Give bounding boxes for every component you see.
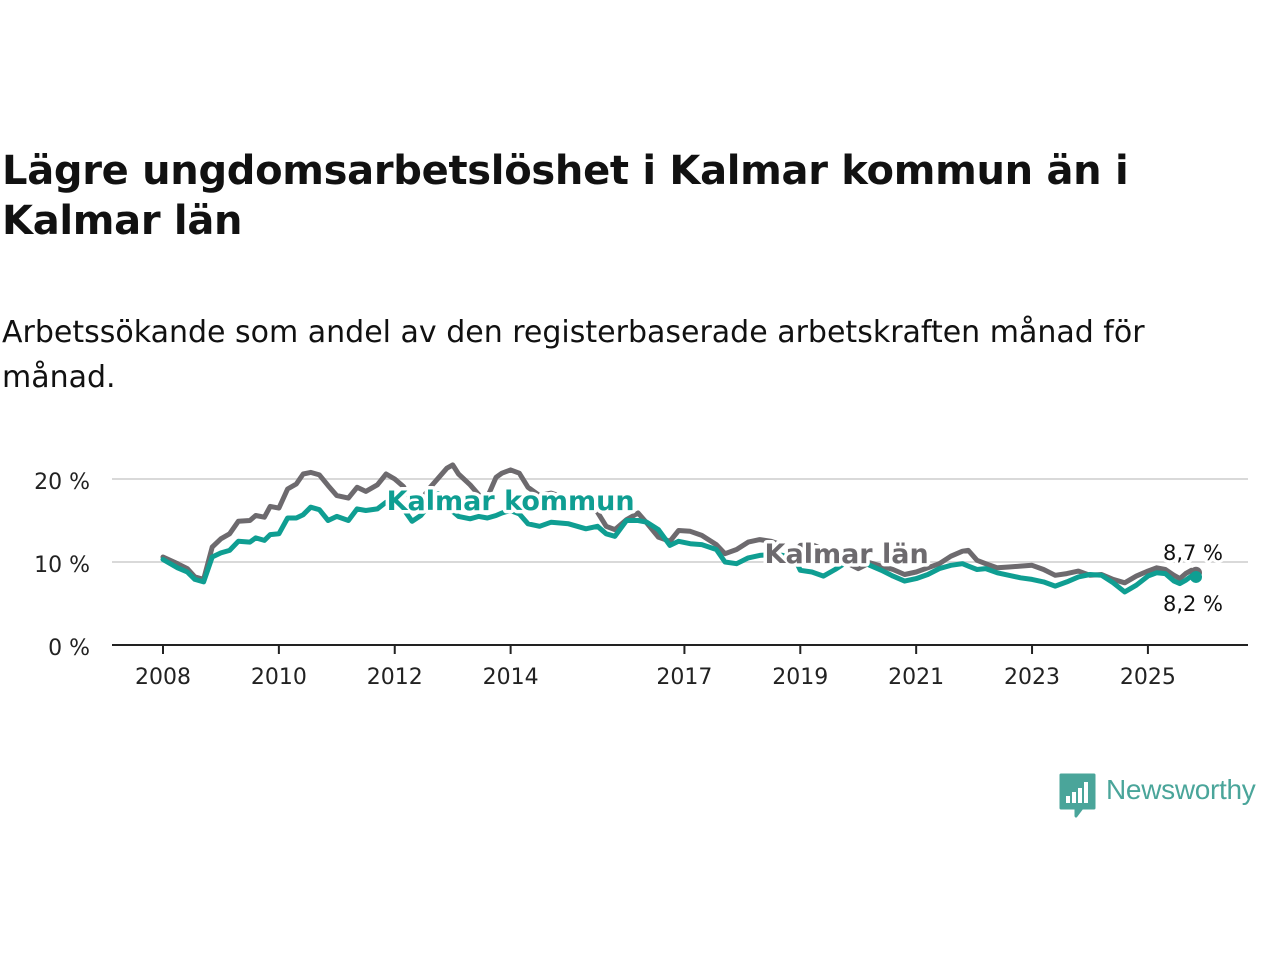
series-line-kalmar-l-n xyxy=(160,462,1199,586)
series-label: Kalmar län xyxy=(765,539,929,570)
chart-grid xyxy=(112,478,1248,563)
end-value-labels: 8,7 % 8,2 % xyxy=(1160,538,1226,619)
x-tick-label: 2014 xyxy=(483,665,539,690)
x-tick-label: 2025 xyxy=(1120,665,1176,690)
x-tick-label: 2017 xyxy=(656,665,712,690)
series-line-kalmar-kommun xyxy=(160,491,1199,595)
x-tick-label: 2008 xyxy=(135,665,191,690)
series-annotations: Kalmar kommun Kalmar län xyxy=(383,482,932,573)
chart-title: Lägre ungdomsarbetslöshet i Kalmar kommu… xyxy=(2,148,1129,244)
x-tick-label: 2023 xyxy=(1004,665,1060,690)
series-lines xyxy=(160,462,1202,595)
y-axis: 0 % 10 % 20 % xyxy=(34,470,90,661)
x-tick-label: 2019 xyxy=(772,665,828,690)
end-value-label: 8,2 % xyxy=(1163,592,1223,616)
newsworthy-logo-icon xyxy=(1059,773,1096,818)
x-axis: 2008 2010 2012 2014 2017 2019 2021 2023 2025 xyxy=(112,644,1248,690)
newsworthy-logo: Newsworthy xyxy=(1058,772,1280,820)
y-tick-label: 0 % xyxy=(48,636,90,661)
chart-subtitle: Arbetssökande som andel av den registerb… xyxy=(2,315,1145,395)
newsworthy-logo-text: Newsworthy xyxy=(1106,774,1256,805)
series-label: Kalmar kommun xyxy=(387,486,635,517)
y-tick-label: 20 % xyxy=(34,470,90,495)
end-value-label: 8,7 % xyxy=(1163,541,1223,565)
x-tick-label: 2021 xyxy=(888,665,944,690)
y-tick-label: 10 % xyxy=(34,553,90,578)
x-tick-label: 2012 xyxy=(367,665,423,690)
x-tick-label: 2010 xyxy=(251,665,307,690)
series-end-point-kalmar-kommun xyxy=(1190,570,1202,583)
